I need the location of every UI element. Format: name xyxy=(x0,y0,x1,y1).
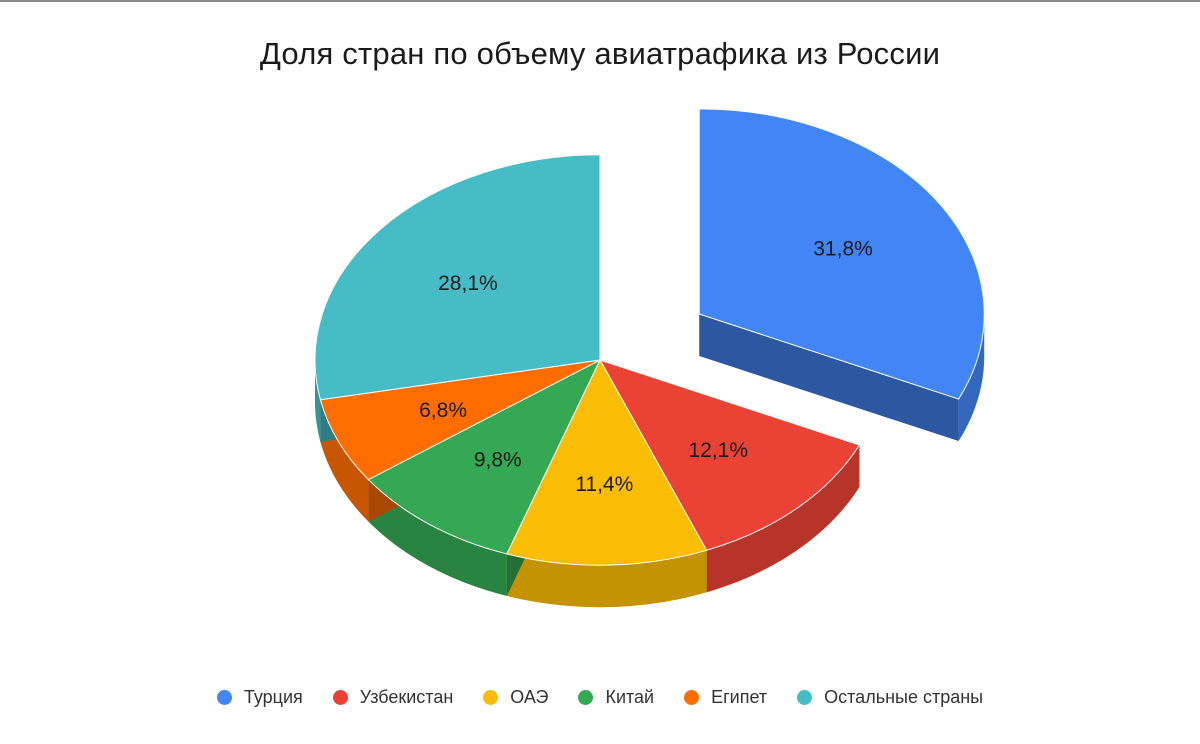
legend-item-other-countries[interactable]: Остальные страны xyxy=(797,687,983,708)
legend-label: Узбекистан xyxy=(359,686,454,707)
legend-dot-icon xyxy=(578,689,594,705)
data-label-other-countries: 28,1% xyxy=(438,272,498,295)
legend-item-uae[interactable]: ОАЭ xyxy=(483,687,548,708)
legend-item-turkey[interactable]: Турция xyxy=(216,686,303,708)
legend-dot-icon xyxy=(684,689,700,705)
data-label-china: 9,8% xyxy=(474,449,522,472)
pie-slice-rim xyxy=(506,550,707,608)
pie-slice-uzbekistan[interactable] xyxy=(598,359,861,551)
legend-label: Китай xyxy=(605,686,655,707)
data-label-turkey: 31,8% xyxy=(813,237,873,260)
legend-item-uzbekistan[interactable]: Узбекистан xyxy=(332,686,454,708)
pie-slice-other-countries[interactable] xyxy=(314,154,601,401)
pie-slice-rim xyxy=(320,399,369,522)
legend-label: ОАЭ xyxy=(510,686,549,707)
top-divider xyxy=(0,0,1200,2)
data-label-uae: 11,4% xyxy=(575,473,633,496)
pie-slice-rim xyxy=(706,445,860,593)
legend-dot-icon xyxy=(332,689,348,705)
pie-slice-uae[interactable] xyxy=(506,358,708,566)
legend-label: Остальные страны xyxy=(824,686,984,707)
legend-item-egypt[interactable]: Египет xyxy=(684,687,767,708)
legend-label: Египет xyxy=(711,686,768,707)
data-label-egypt: 6,8% xyxy=(419,399,467,422)
chart-title: Доля стран по объему авиатрафика из Росс… xyxy=(259,36,941,71)
pie-slice-side-turkey xyxy=(699,314,985,442)
pie-slice-edge xyxy=(699,314,959,442)
chart-legend: Турция Узбекистан ОАЭ Китай Египет Остал… xyxy=(0,680,1200,714)
data-label-uzbekistan: 12,1% xyxy=(688,439,748,462)
pie-slice-turkey[interactable] xyxy=(698,108,985,400)
pie-slice-china[interactable] xyxy=(367,358,602,555)
pie-slice-rim xyxy=(958,314,985,442)
legend-item-china[interactable]: Китай xyxy=(578,687,654,708)
legend-dot-icon xyxy=(483,689,499,705)
legend-label: Турция xyxy=(243,686,303,707)
legend-dot-icon xyxy=(216,689,232,705)
legend-dot-icon xyxy=(797,689,813,705)
